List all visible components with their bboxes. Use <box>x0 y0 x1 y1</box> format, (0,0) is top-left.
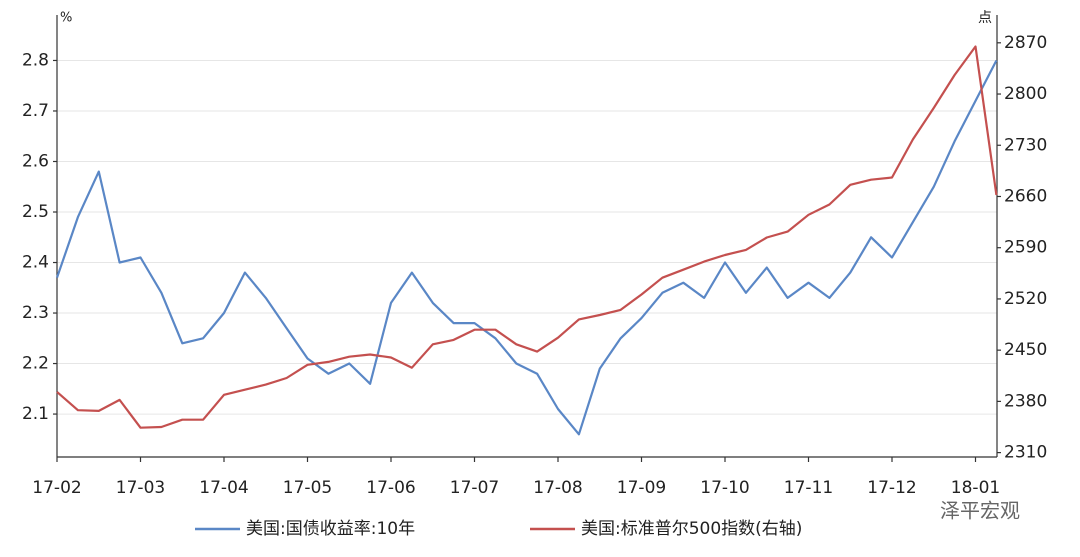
y-tick-label: 2.8 <box>22 50 49 70</box>
line-series <box>56 45 998 429</box>
y-tick-label: 2.5 <box>22 202 49 222</box>
y2-tick-label: 2590 <box>1004 238 1047 258</box>
y2-tick-label: 2450 <box>1004 340 1047 360</box>
y-tick-label: 2.7 <box>22 101 49 121</box>
x-tick-label: 17-09 <box>617 478 666 498</box>
y-tick-label: 2.3 <box>22 303 49 323</box>
line-series <box>55 59 998 436</box>
legend-label: 美国:国债收益率:10年 <box>246 519 415 539</box>
y2-tick-label: 2660 <box>1004 186 1047 206</box>
x-tick-label: 17-02 <box>32 478 81 498</box>
watermark: 泽平宏观 <box>940 499 1020 523</box>
y-tick-label: 2.2 <box>22 354 49 374</box>
y-tick-label: 2.6 <box>22 151 49 171</box>
x-tick-label: 17-06 <box>366 478 415 498</box>
x-tick-label: 17-07 <box>450 478 499 498</box>
x-tick-label: 18-01 <box>951 478 1000 498</box>
y-tick-label: 2.4 <box>22 253 49 273</box>
x-tick-label: 17-04 <box>199 478 248 498</box>
y2-tick-label: 2800 <box>1004 84 1047 104</box>
y-tick-label: 2.1 <box>22 404 49 424</box>
y2-tick-label: 2870 <box>1004 33 1047 53</box>
y2-unit: 点 <box>978 10 992 26</box>
x-tick-label: 17-03 <box>116 478 165 498</box>
x-tick-label: 17-05 <box>283 478 332 498</box>
y2-tick-label: 2380 <box>1004 391 1047 411</box>
legend-label: 美国:标准普尔500指数(右轴) <box>581 519 802 539</box>
y2-tick-label: 2310 <box>1004 443 1047 463</box>
x-tick-label: 17-08 <box>533 478 582 498</box>
x-tick-label: 17-10 <box>700 478 749 498</box>
x-tick-label: 17-12 <box>867 478 916 498</box>
y-unit: % <box>60 11 72 26</box>
y2-tick-label: 2730 <box>1004 135 1047 155</box>
x-tick-label: 17-11 <box>784 478 833 498</box>
y2-tick-label: 2520 <box>1004 289 1047 309</box>
